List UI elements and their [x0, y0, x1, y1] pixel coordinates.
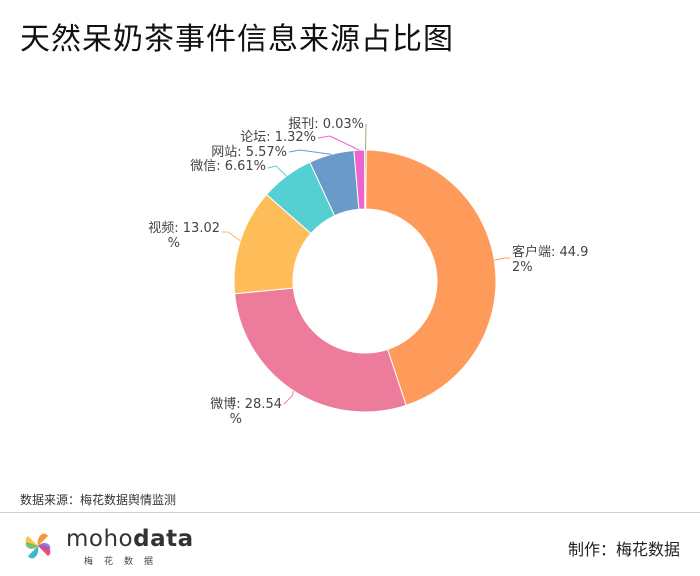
logo-subtitle: 梅花数据 — [84, 557, 165, 567]
mohodata-logo: mohodata 梅花数据 — [18, 524, 193, 568]
leader-line-微博 — [283, 390, 295, 405]
leader-line-微信 — [267, 165, 287, 177]
pinwheel-logo-icon — [25, 533, 51, 559]
leader-line-视频 — [222, 231, 241, 242]
slice-客户端 — [364, 149, 497, 407]
chart-title: 天然呆奶茶事件信息来源占比图 — [20, 22, 454, 57]
labels-group: 客户端: 44.9 2% 微博: 28.54 % 视频: 13.02 % 微信: 6.61%… — [148, 117, 588, 427]
slice-label-论坛: 论坛: 1.32% — [240, 130, 316, 145]
credit-text: 制作：梅花数据 — [567, 540, 680, 559]
data-source-note: 数据来源：梅花数据舆情监测 — [20, 493, 177, 507]
slice-微博 — [234, 287, 407, 413]
slice-label-微信: 微信: 6.61% — [190, 159, 266, 174]
slice-label-报刊: 报刊: 0.03% — [288, 117, 364, 132]
slice-label-视频: 视频: 13.02% — [148, 221, 220, 251]
logo-wordmark: mohodata — [66, 526, 194, 552]
footer-divider — [0, 512, 700, 513]
slice-label-客户端: 客户端: 44.9 2% — [512, 244, 588, 275]
logo-wordmark-bold: data — [133, 526, 194, 552]
donut-chart: 客户端: 44.9 2% 微博: 28.54 % 视频: 13.02 % 微信: 6.61%… — [148, 117, 588, 427]
logo-wordmark-light: moho — [66, 526, 134, 552]
leader-line-网站 — [288, 149, 332, 155]
slices-group — [233, 149, 497, 413]
slice-报刊 — [364, 149, 367, 210]
slice-label-网站: 网站: 5.57% — [211, 145, 287, 160]
leader-lines-group — [222, 123, 510, 405]
leader-line-客户端 — [494, 257, 510, 261]
leader-line-论坛 — [317, 135, 360, 151]
slice-label-微博: 微博: 28.54% — [210, 397, 282, 427]
